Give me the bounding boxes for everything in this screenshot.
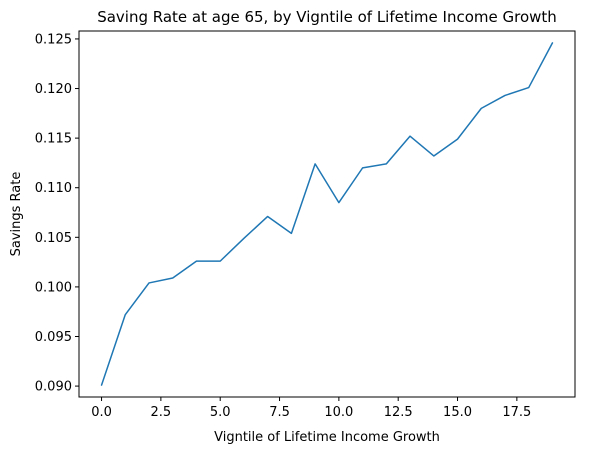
y-tick-label: 0.095 <box>35 330 72 345</box>
x-tick-label: 7.5 <box>269 405 290 420</box>
x-tick-label: 10.0 <box>324 405 353 420</box>
x-axis-ticks: 0.0 2.5 5.0 7.5 10.0 12.5 15.0 17.5 <box>91 397 531 420</box>
y-axis-ticks: 0.090 0.095 0.100 0.105 0.110 0.115 0.120 0.125 <box>35 32 79 395</box>
y-tick-label: 0.110 <box>35 181 72 196</box>
chart-title: Saving Rate at age 65, by Vigntile of Li… <box>97 8 557 26</box>
x-tick-label: 2.5 <box>151 405 172 420</box>
y-tick-label: 0.125 <box>35 32 72 47</box>
y-tick-label: 0.120 <box>35 82 72 97</box>
x-tick-label: 5.0 <box>210 405 231 420</box>
y-tick-label: 0.090 <box>35 380 72 395</box>
x-axis-label: Vigntile of Lifetime Income Growth <box>214 430 440 445</box>
y-tick-label: 0.115 <box>35 132 72 147</box>
series-line <box>100 42 554 386</box>
y-axis-label: Savings Rate <box>9 172 24 257</box>
x-tick-label: 0.0 <box>91 405 112 420</box>
x-tick-label: 15.0 <box>443 405 472 420</box>
y-tick-label: 0.105 <box>35 231 72 246</box>
y-tick-label: 0.100 <box>35 280 72 295</box>
plot-frame <box>78 30 576 398</box>
x-tick-label: 17.5 <box>502 405 531 420</box>
x-tick-label: 12.5 <box>384 405 413 420</box>
